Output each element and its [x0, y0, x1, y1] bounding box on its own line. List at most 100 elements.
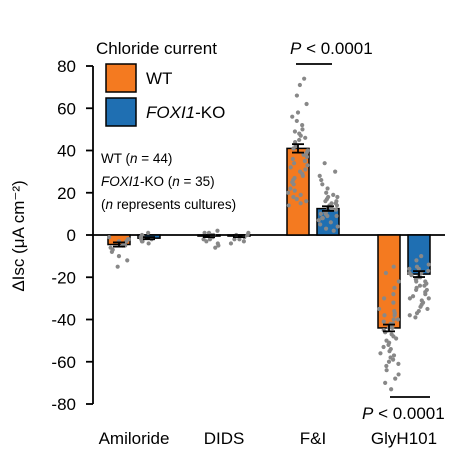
data-point [426, 296, 431, 301]
data-point [297, 82, 302, 88]
data-point [377, 306, 382, 312]
data-point [414, 258, 419, 263]
data-point [292, 129, 298, 134]
data-point [417, 283, 423, 288]
data-point [390, 325, 395, 331]
data-point [390, 357, 396, 362]
data-point [146, 230, 151, 235]
data-point [292, 188, 297, 193]
data-point [288, 186, 293, 191]
data-point [384, 363, 389, 369]
data-point [294, 118, 299, 124]
data-point [320, 182, 325, 187]
data-point [318, 211, 323, 216]
data-point [213, 245, 218, 250]
data-point [393, 376, 398, 381]
data-point [237, 237, 242, 242]
data-point [232, 237, 237, 242]
data-point [206, 230, 212, 235]
category-label: GlyH101 [371, 429, 437, 448]
data-point [334, 199, 339, 204]
y-tick-label: 60 [57, 99, 76, 118]
category-label: DIDS [204, 429, 245, 448]
data-point [386, 342, 391, 347]
data-point [391, 353, 397, 358]
y-axis-label: ΔIsc (μA cm⁻²) [9, 180, 28, 291]
n-note-line1: WT (n = 44) [101, 151, 172, 166]
data-point [333, 169, 338, 174]
data-point [335, 194, 340, 200]
data-point [290, 114, 295, 119]
y-ticks: 80 60 40 20 0 -20 -40 -60 -80 [51, 57, 93, 414]
data-point [109, 249, 115, 254]
legend-label-ko: FOXI1-KO [146, 103, 225, 122]
data-point [228, 241, 234, 246]
data-point [140, 239, 145, 244]
data-point [391, 317, 396, 322]
data-point [391, 264, 396, 269]
legend: Chloride current WT FOXI1-KO [96, 39, 225, 127]
y-tick-label: -80 [51, 395, 76, 414]
data-point [241, 239, 246, 244]
data-point [302, 158, 307, 164]
data-point [325, 213, 330, 219]
data-point [396, 279, 401, 284]
y-tick-label: 80 [57, 57, 76, 76]
data-point [291, 194, 296, 200]
data-point [317, 173, 322, 178]
data-point [392, 308, 397, 314]
data-point [301, 152, 306, 157]
data-point [316, 218, 321, 223]
data-point [419, 254, 424, 259]
data-point [387, 349, 392, 354]
data-point [386, 359, 392, 364]
data-point [288, 165, 293, 170]
y-tick-label: -20 [51, 268, 76, 287]
data-point [407, 296, 413, 301]
data-point [216, 243, 221, 248]
legend-label-ko-italic: FOXI1 [146, 103, 195, 122]
data-point [392, 313, 397, 318]
data-point [290, 156, 295, 162]
p-value-bottom: P < 0.0001 [362, 404, 445, 423]
data-point [413, 315, 418, 320]
chart-marks [107, 76, 431, 392]
data-point [331, 228, 336, 233]
data-point [297, 137, 302, 143]
p-value-top: P < 0.0001 [290, 39, 373, 58]
data-point [294, 93, 299, 98]
data-point [125, 258, 130, 263]
data-point [381, 296, 387, 301]
data-point [324, 190, 329, 195]
data-point [389, 387, 394, 392]
data-point [303, 135, 308, 140]
data-point [407, 270, 412, 276]
data-point [304, 101, 309, 107]
data-point [304, 150, 309, 155]
data-point [328, 220, 333, 225]
data-point [331, 192, 336, 197]
y-tick-label: 40 [57, 142, 76, 161]
data-point [414, 279, 419, 284]
data-point [286, 190, 291, 195]
data-point [335, 224, 340, 229]
data-point [396, 372, 401, 377]
category-label: F&I [300, 429, 326, 448]
data-point [326, 194, 331, 200]
data-point [125, 237, 130, 242]
data-point [303, 167, 308, 172]
data-point [302, 76, 307, 81]
data-point [295, 110, 301, 115]
data-point [322, 161, 327, 166]
y-tick-label: -60 [51, 353, 76, 372]
significance-bottom: P < 0.0001 [362, 396, 445, 423]
data-point [426, 262, 431, 267]
data-point [396, 361, 401, 366]
legend-label-ko-rest: -KO [195, 103, 225, 122]
data-point [207, 237, 213, 242]
data-point [294, 196, 299, 202]
data-point [423, 292, 428, 297]
data-point [300, 127, 305, 132]
data-point [422, 283, 427, 288]
data-point [382, 313, 387, 318]
